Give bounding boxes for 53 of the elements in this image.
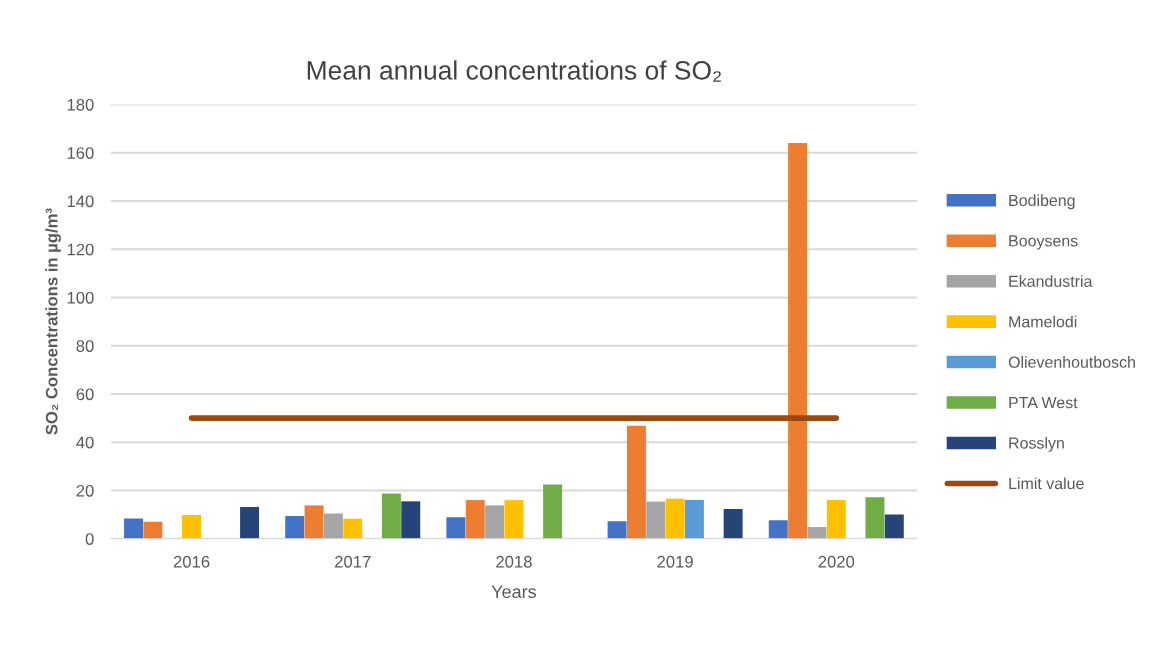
bar [240,506,260,539]
bar [485,505,505,539]
legend-label: Mamelodi [1009,315,1077,328]
y-tick-label: 60 [76,388,94,401]
y-tick-label: 100 [67,291,94,304]
x-tick-label: 2019 [657,555,693,568]
bar [626,425,646,539]
bar [182,515,202,539]
chart-title: Mean annual concentrations of SO₂ [307,60,721,82]
bar [143,521,163,539]
legend-label: Rosslyn [1009,436,1064,452]
x-tick-label: 2020 [818,555,855,568]
bar [684,499,704,539]
bar [646,501,666,539]
bar [285,516,305,539]
bar [446,517,466,539]
bar [826,499,846,539]
bar [504,500,524,539]
y-tick-label: 0 [85,533,94,545]
bar [343,518,363,539]
bar [768,520,788,539]
bar [401,501,421,539]
x-tick-label: 2017 [335,555,371,568]
legend-label: Ekandustria [1009,275,1093,287]
legend-label: Olievenhoutbosch [1008,356,1135,368]
bar [543,484,563,539]
bar [323,513,343,539]
y-tick-label: 40 [76,436,94,449]
x-axis-title: Years [491,585,537,599]
bar [865,497,885,539]
bar [807,526,827,539]
bar [723,509,743,539]
y-tick-label: 120 [67,243,94,256]
bar [304,505,324,539]
y-tick-label: 160 [67,147,94,159]
y-tick-label: 80 [76,340,94,352]
bar [607,521,627,539]
x-tick-label: 2016 [173,555,210,568]
legend-label: PTA West [1009,397,1078,409]
y-axis-title: SO₂ Concentrations in µg/m³ [45,208,61,435]
bar [381,493,401,539]
bar [465,500,485,539]
y-tick-label: 180 [67,98,94,111]
y-tick-label: 140 [67,195,94,208]
bar [884,514,904,539]
legend-label: Booysens [1009,235,1078,250]
legend-label: Limit value [1009,477,1084,490]
x-tick-label: 2018 [496,555,532,568]
y-tick-label: 20 [76,484,94,497]
legend-label: Bodibeng [1009,194,1075,210]
bar [788,143,808,539]
bar [665,498,685,539]
bar [124,518,143,539]
